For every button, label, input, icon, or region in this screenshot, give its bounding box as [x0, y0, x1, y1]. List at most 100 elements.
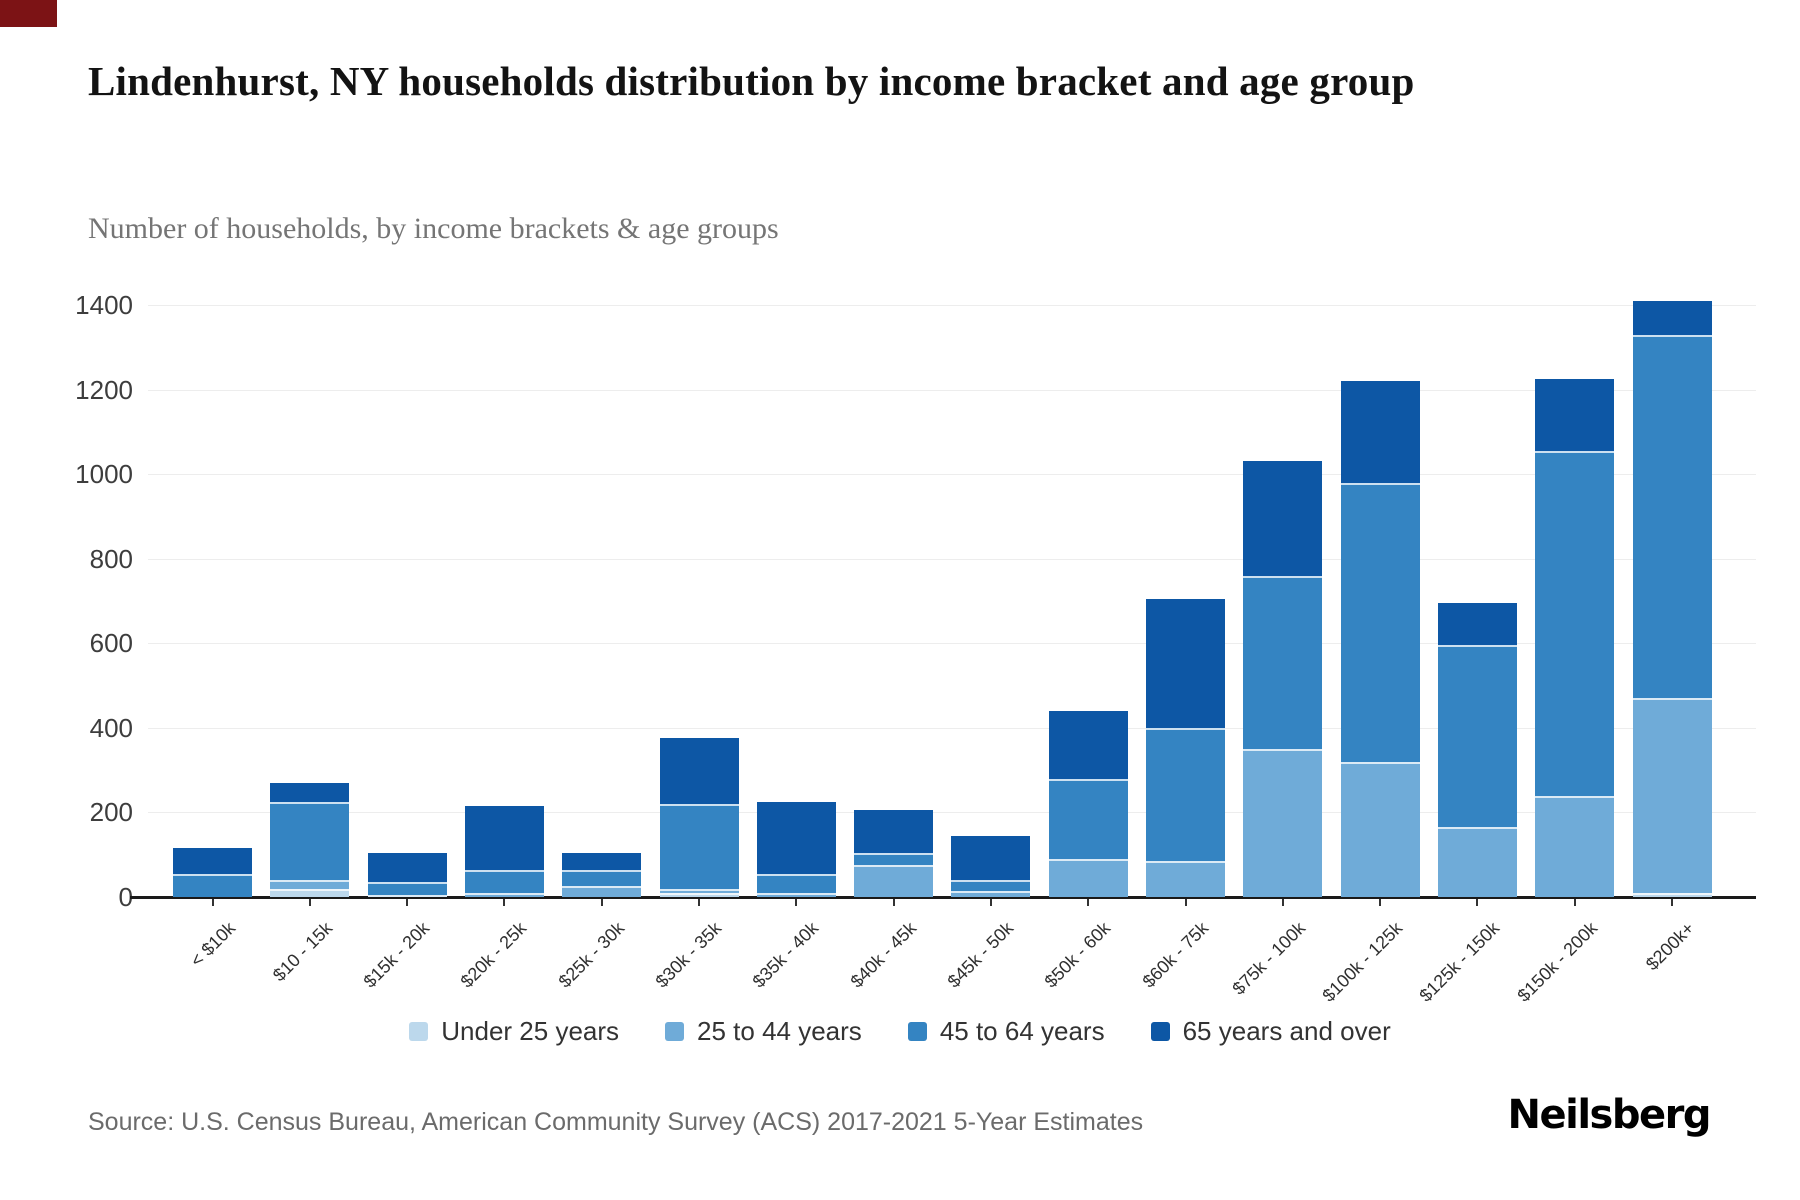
bar-75k-100k: [1243, 461, 1323, 897]
bar-200k: [1632, 300, 1712, 897]
x-axis-tick: [1671, 899, 1673, 906]
bar-segment: [464, 869, 544, 893]
bar-segment: [1048, 778, 1128, 859]
bar-segment: [659, 803, 739, 889]
neilsberg-logo: Neilsberg: [1507, 1092, 1712, 1138]
bar-35k-40k: [756, 801, 836, 897]
x-axis-tick: [211, 899, 214, 906]
bar-segment: [562, 869, 642, 887]
x-axis-tick: [1476, 899, 1479, 906]
bar-segment: [367, 853, 447, 883]
bar-segment: [562, 886, 642, 897]
bar-segment: [1535, 379, 1615, 451]
x-tick-label: $45k - 50k: [943, 918, 1018, 992]
y-tick-label: 800: [89, 543, 133, 574]
chart-title: Lindenhurst, NY households distribution …: [88, 58, 1415, 104]
legend-item: 25 to 44 years: [665, 1016, 862, 1047]
bar-segment: [173, 873, 252, 897]
y-tick-label: 1400: [75, 290, 133, 320]
legend-swatch-icon: [665, 1022, 685, 1041]
gridline-y-400: [148, 727, 1756, 729]
x-tick-label: $75k - 100k: [1228, 918, 1309, 999]
bar-segment: [367, 894, 447, 897]
x-tick-label: $20k - 25k: [456, 918, 531, 992]
legend-label: 45 to 64 years: [939, 1016, 1105, 1046]
x-axis-tick: [503, 899, 506, 906]
x-axis-tick: [1184, 899, 1187, 906]
gridline-y-800: [148, 558, 1756, 560]
bar-segment: [1340, 381, 1420, 483]
bar-segment: [1535, 795, 1615, 897]
bar-segment: [1146, 727, 1225, 862]
legend-label: 65 years and over: [1182, 1016, 1391, 1046]
bar-segment: [756, 801, 836, 874]
x-tick-label: $10 - 15k: [268, 918, 336, 986]
bar-segment: [756, 892, 836, 897]
x-axis-tick: [892, 899, 895, 906]
gridline-y-200: [148, 812, 1756, 814]
bar-segment: [951, 835, 1031, 881]
x-axis-line: [130, 896, 1756, 899]
bar-25k-30k: [562, 852, 642, 897]
x-axis-tick: [406, 899, 409, 906]
y-tick-label: 400: [89, 712, 133, 743]
bar-segment: [464, 806, 544, 870]
x-axis-tick: [1379, 899, 1382, 906]
bar-segment: [659, 892, 739, 897]
gridline-y-1400: [148, 305, 1756, 306]
bar-30k-35k: [659, 738, 739, 897]
x-axis-tick: [698, 899, 700, 906]
y-tick-label: 1000: [75, 459, 133, 490]
bar-segment: [1146, 861, 1225, 897]
x-axis-tick: [795, 899, 798, 906]
legend-item: Under 25 years: [409, 1016, 619, 1047]
bar-segment: [951, 890, 1031, 897]
bar-segment: [1340, 761, 1420, 897]
chart-legend: Under 25 years 25 to 44 years 45 to 64 yea…: [0, 1016, 1800, 1047]
bar-segment: [1632, 300, 1712, 335]
legend-item: 45 to 64 years: [907, 1016, 1105, 1047]
bar-segment: [756, 873, 836, 893]
bar-segment: [270, 880, 350, 889]
bar-segment: [854, 865, 934, 897]
bar-10k: [173, 848, 252, 897]
legend-item: 65 years and over: [1150, 1016, 1391, 1047]
bar-segment: [270, 888, 350, 897]
bar-20k-25k: [464, 806, 544, 897]
gridline-y-600: [148, 643, 1756, 645]
gridline-y-1200: [148, 389, 1756, 391]
bar-segment: [367, 882, 447, 895]
x-tick-label: $125k - 150k: [1415, 918, 1504, 1006]
legend-label: 25 to 44 years: [697, 1016, 862, 1046]
bar-segment: [562, 852, 642, 870]
bar-segment: [270, 782, 350, 802]
top-left-accent-block: [0, 0, 57, 27]
bar-50k-60k: [1048, 710, 1128, 897]
bar-15k-20k: [367, 853, 447, 897]
bar-segment: [1535, 450, 1615, 796]
bar-segment: [1243, 575, 1323, 749]
bar-segment: [854, 852, 934, 866]
bar-100k-125k: [1340, 381, 1420, 897]
bar-segment: [270, 801, 350, 881]
bar-segment: [1243, 461, 1323, 576]
x-axis-tick: [308, 899, 311, 906]
bar-40k-45k: [854, 810, 934, 897]
x-axis-tick: [600, 899, 603, 906]
bar-10-15k: [270, 782, 350, 897]
x-tick-label: $150k - 200k: [1513, 918, 1601, 1006]
bar-segment: [1437, 645, 1517, 828]
x-tick-label: $35k - 40k: [748, 918, 823, 992]
x-tick-label: $25k - 30k: [554, 918, 628, 992]
bar-150k-200k: [1535, 379, 1615, 897]
source-note: Source: U.S. Census Bureau, American Com…: [88, 1108, 1144, 1136]
bar-125k-150k: [1437, 603, 1517, 897]
bar-segment: [1146, 598, 1225, 728]
gridline-y-1000: [148, 474, 1756, 476]
bar-segment: [1048, 858, 1128, 897]
y-tick-label: 0: [118, 882, 133, 912]
x-axis-tick: [1281, 899, 1284, 906]
bar-segment: [173, 848, 252, 874]
y-tick-label: 600: [89, 628, 133, 659]
